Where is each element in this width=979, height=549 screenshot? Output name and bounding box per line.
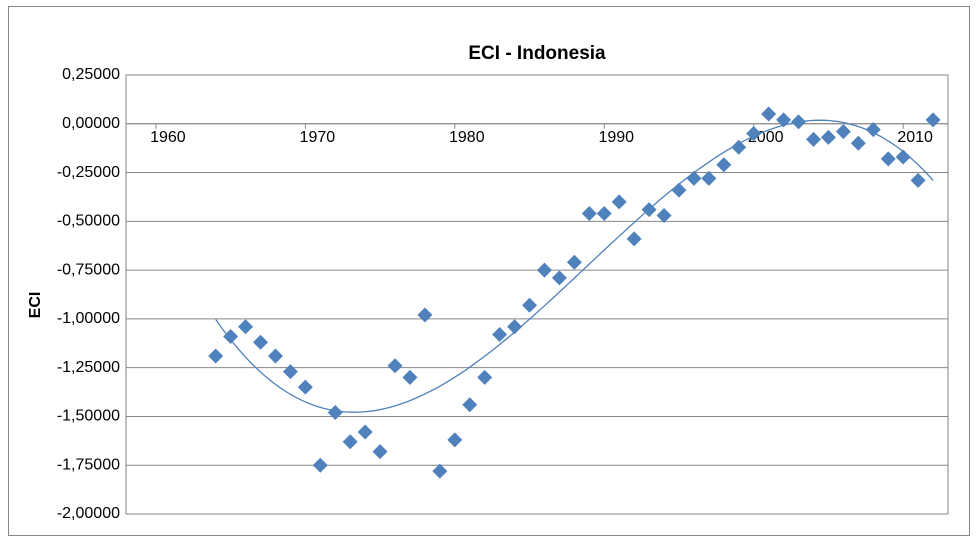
y-axis-label: ECI bbox=[27, 292, 44, 319]
marker bbox=[746, 126, 762, 142]
marker bbox=[522, 297, 538, 313]
marker bbox=[880, 151, 896, 167]
marker bbox=[357, 424, 373, 440]
marker bbox=[477, 369, 493, 385]
marker bbox=[581, 206, 597, 222]
marker bbox=[342, 434, 358, 450]
y-tick-label: -0,75000 bbox=[57, 261, 120, 278]
marker bbox=[716, 157, 732, 173]
marker bbox=[372, 444, 388, 460]
marker bbox=[447, 432, 463, 448]
y-tick-label: -1,25000 bbox=[57, 359, 120, 376]
y-tick-label: -1,50000 bbox=[57, 408, 120, 425]
y-tick-label: -2,00000 bbox=[57, 505, 120, 522]
marker bbox=[820, 129, 836, 145]
y-tick-label: 0,25000 bbox=[62, 66, 120, 83]
marker bbox=[626, 231, 642, 247]
marker bbox=[253, 334, 269, 350]
marker bbox=[835, 124, 851, 140]
marker bbox=[387, 358, 403, 374]
marker bbox=[551, 270, 567, 286]
marker bbox=[611, 194, 627, 210]
marker bbox=[208, 348, 224, 364]
marker bbox=[791, 114, 807, 130]
marker bbox=[671, 182, 687, 198]
chart-frame bbox=[8, 6, 970, 536]
marker bbox=[223, 328, 239, 344]
x-tick-label: 1980 bbox=[449, 129, 485, 146]
marker bbox=[402, 369, 418, 385]
marker bbox=[641, 202, 657, 218]
marker bbox=[850, 135, 866, 151]
marker bbox=[417, 307, 433, 323]
marker bbox=[596, 206, 612, 222]
marker bbox=[895, 149, 911, 165]
marker bbox=[701, 170, 717, 186]
marker bbox=[910, 172, 926, 188]
marker bbox=[267, 348, 283, 364]
marker bbox=[925, 112, 941, 128]
chart-title: ECI - Indonesia bbox=[468, 43, 606, 64]
marker bbox=[776, 112, 792, 128]
marker bbox=[566, 254, 582, 270]
x-tick-label: 1960 bbox=[150, 129, 186, 146]
marker bbox=[238, 319, 254, 335]
marker bbox=[432, 463, 448, 479]
marker bbox=[731, 139, 747, 155]
marker bbox=[536, 262, 552, 278]
y-tick-label: 0,00000 bbox=[62, 115, 120, 132]
marker bbox=[282, 364, 298, 380]
y-tick-label: -1,75000 bbox=[57, 456, 120, 473]
marker bbox=[686, 170, 702, 186]
marker bbox=[462, 397, 478, 413]
y-tick-label: -0,25000 bbox=[57, 164, 120, 181]
marker bbox=[656, 207, 672, 223]
marker bbox=[492, 326, 508, 342]
marker bbox=[312, 457, 328, 473]
marker bbox=[297, 379, 313, 395]
marker bbox=[507, 319, 523, 335]
marker bbox=[327, 405, 343, 421]
x-tick-label: 1990 bbox=[598, 129, 634, 146]
y-tick-label: -0,50000 bbox=[57, 213, 120, 230]
marker bbox=[805, 131, 821, 147]
marker bbox=[865, 122, 881, 138]
x-tick-label: 2010 bbox=[897, 129, 933, 146]
marker bbox=[761, 106, 777, 122]
y-tick-label: -1,00000 bbox=[57, 310, 120, 327]
x-tick-label: 1970 bbox=[300, 129, 336, 146]
